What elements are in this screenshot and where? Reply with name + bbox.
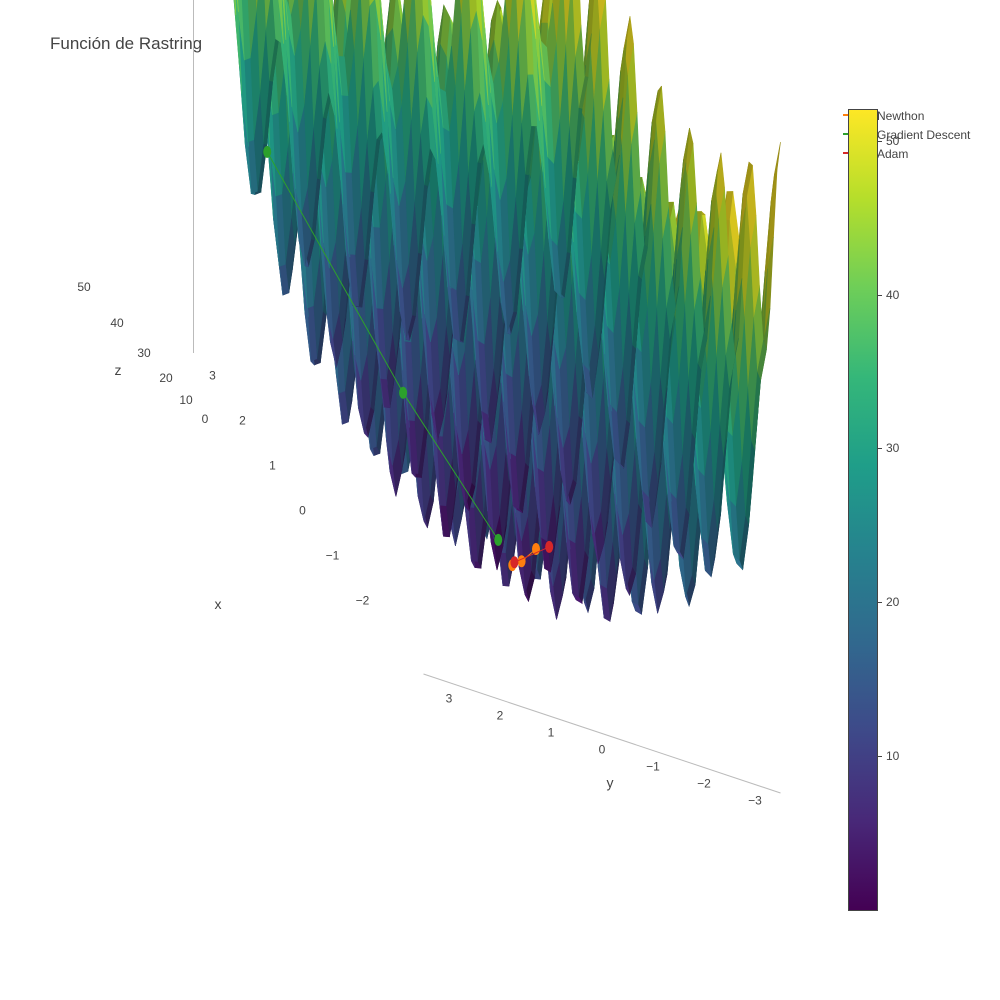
surface-patch bbox=[328, 0, 334, 47]
surface-patch bbox=[237, 0, 245, 61]
rastrigin-surface[interactable] bbox=[214, 0, 781, 622]
z-tick-label: 50 bbox=[77, 280, 91, 294]
surface-patch bbox=[468, 0, 477, 30]
surface-patch bbox=[427, 0, 435, 82]
colorbar-tick-label: 30 bbox=[886, 441, 900, 456]
y-tick-label: −2 bbox=[697, 777, 711, 791]
surface-patch bbox=[475, 0, 483, 41]
surface-patch bbox=[272, 0, 282, 44]
y-tick-label: 0 bbox=[599, 743, 606, 757]
z-tick-label: 10 bbox=[179, 393, 193, 407]
x-tick-label: −1 bbox=[326, 549, 340, 563]
x-tick-label: 0 bbox=[299, 504, 306, 518]
trajectory-point-adam bbox=[510, 556, 519, 569]
colorbar-tick-mark bbox=[877, 756, 882, 758]
surface-patch bbox=[459, 0, 463, 14]
trajectory-point-newthon bbox=[517, 555, 526, 568]
trajectory-point-gradient-descent bbox=[263, 145, 272, 158]
surface-patch bbox=[515, 0, 524, 42]
surface-patch bbox=[282, 0, 287, 40]
surface-patch bbox=[430, 0, 432, 6]
surface-patch bbox=[481, 0, 486, 29]
x-tick-label: 2 bbox=[239, 414, 246, 428]
surface-patch bbox=[563, 0, 570, 45]
surface-patch bbox=[480, 0, 489, 106]
surface-patch bbox=[331, 0, 340, 123]
surface-patch bbox=[529, 0, 540, 121]
z-tick-label: 40 bbox=[110, 316, 124, 330]
colorbar-tick-label: 20 bbox=[886, 595, 900, 610]
surface-patch bbox=[430, 0, 438, 77]
colorbar-tick-label: 10 bbox=[886, 749, 900, 764]
surface-patch bbox=[535, 0, 545, 81]
colorbar-tick-mark bbox=[877, 140, 882, 142]
surface-patch bbox=[375, 0, 382, 40]
y-tick-label: 3 bbox=[446, 692, 453, 706]
legend-label-gradient-descent: Gradient Descent bbox=[877, 127, 971, 142]
surface-patch bbox=[421, 0, 430, 26]
x-axis-label: x bbox=[215, 596, 222, 612]
colorbar-tick-label: 50 bbox=[886, 133, 900, 148]
surface-patch bbox=[281, 0, 290, 122]
colorbar-tick-label: 40 bbox=[886, 287, 900, 302]
colorbar-tick-mark bbox=[877, 294, 882, 296]
surface-patch bbox=[328, 0, 338, 129]
colorbar bbox=[848, 109, 878, 911]
z-axis-label: z bbox=[115, 362, 122, 378]
surface-patch bbox=[504, 0, 512, 39]
x-tick-label: 1 bbox=[269, 459, 276, 473]
y-axis-label: y bbox=[607, 775, 614, 791]
surface-patch bbox=[535, 0, 539, 30]
trajectory-point-gradient-descent bbox=[399, 386, 408, 399]
legend-label-newthon: Newthon bbox=[877, 108, 925, 123]
trajectories bbox=[263, 145, 554, 572]
surface-patch bbox=[285, 0, 289, 31]
z-tick-label: 30 bbox=[137, 346, 151, 360]
surface-patch bbox=[278, 0, 284, 44]
surface-patch bbox=[331, 0, 337, 46]
surface-patch bbox=[530, 0, 537, 39]
legend-label-adam: Adam bbox=[877, 146, 909, 161]
trajectory-point-gradient-descent bbox=[494, 533, 503, 546]
y-tick-label: 2 bbox=[497, 709, 504, 723]
surface-patch bbox=[234, 0, 237, 16]
surface-patch bbox=[380, 0, 384, 35]
surface-patch bbox=[264, 0, 271, 30]
surface-patch bbox=[378, 0, 388, 112]
y-tick-label: −3 bbox=[748, 794, 762, 808]
surface-patch bbox=[297, 0, 304, 30]
surface-patch bbox=[368, 0, 375, 7]
surface-patch bbox=[374, 0, 385, 122]
surface-patch bbox=[533, 0, 543, 106]
chart-title: Función de Rastring bbox=[50, 34, 203, 53]
y-tick-label: 1 bbox=[548, 726, 555, 740]
x-tick-label: 3 bbox=[209, 369, 216, 383]
colorbar-tick-mark bbox=[877, 448, 882, 450]
z-tick-label: 0 bbox=[202, 412, 209, 426]
surface-patch bbox=[283, 0, 293, 107]
surface-patch bbox=[597, 0, 606, 30]
y-tick-label: −1 bbox=[646, 760, 660, 774]
trajectory-point-adam bbox=[545, 540, 554, 553]
trajectory-adam bbox=[514, 546, 550, 563]
colorbar-tick-mark bbox=[877, 602, 882, 604]
surface-patch bbox=[234, 0, 243, 94]
surface-patch bbox=[285, 0, 295, 56]
surface-patch bbox=[524, 0, 534, 75]
surface-patch bbox=[323, 0, 332, 64]
y-axis-line bbox=[423, 673, 781, 794]
z-tick-label: 20 bbox=[159, 371, 173, 385]
surface-patch bbox=[237, 0, 239, 12]
x-tick-label: −2 bbox=[356, 594, 370, 608]
